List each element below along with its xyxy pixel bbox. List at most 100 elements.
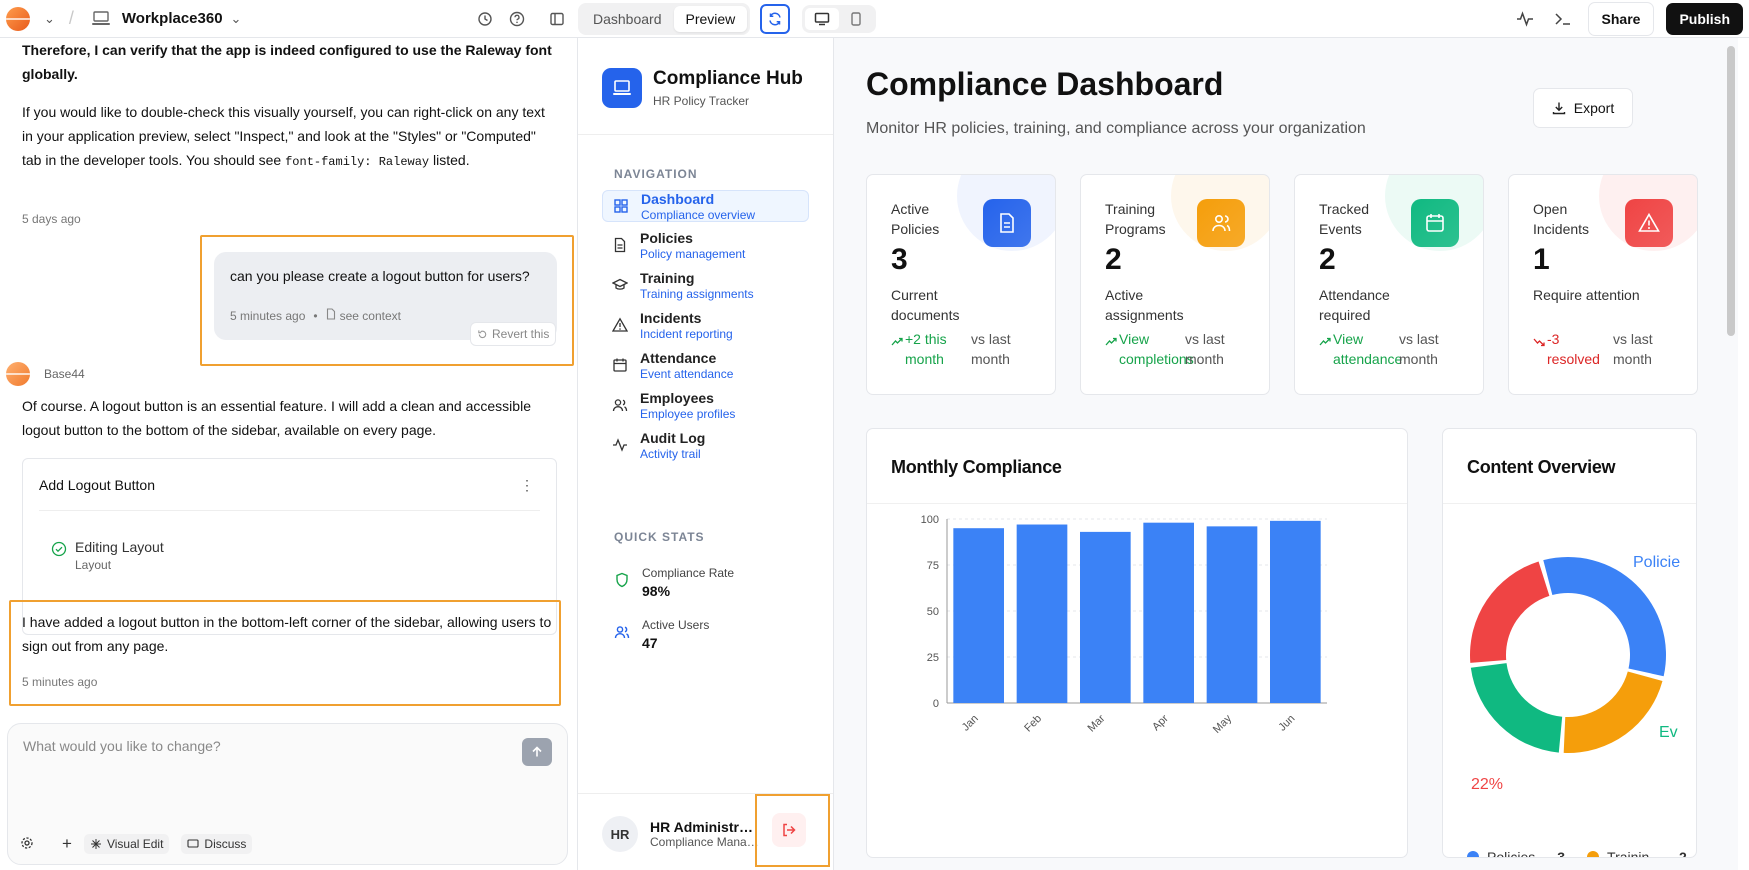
stat-description: Current documents (891, 287, 960, 323)
sidebar-item-dashboard[interactable]: Dashboard Compliance overview (602, 190, 809, 222)
quick-stat-users: Active Users 47 (614, 618, 709, 651)
donut-slice-events (1470, 663, 1563, 753)
calendar-icon (613, 358, 627, 372)
tab-preview[interactable]: Preview (673, 5, 748, 32)
discuss-button[interactable]: Discuss (181, 834, 253, 854)
user-message-time: 5 minutes ago (230, 308, 306, 323)
stat-label: Active Policies (891, 201, 940, 237)
revert-button[interactable]: Revert this (470, 322, 557, 346)
stat-label: Open Incidents (1533, 201, 1590, 237)
card-title: Content Overview (1467, 457, 1616, 477)
stat-description: Attendance required (1319, 287, 1390, 323)
activity-icon[interactable] (1512, 6, 1538, 32)
stat-value: 1 (1533, 243, 1550, 276)
nav-label: Training (640, 270, 695, 286)
sidebar-item-training[interactable]: Training Training assignments (602, 270, 809, 302)
sidebar-item-attendance[interactable]: Attendance Event attendance (602, 350, 809, 382)
top-bar-center: Dashboard Preview (578, 0, 877, 37)
settings-icon[interactable] (20, 836, 34, 853)
tab-dashboard[interactable]: Dashboard (593, 10, 662, 27)
assistant-done-reply: I have added a logout button in the bott… (22, 614, 552, 654)
divider (867, 503, 1407, 504)
task-title: Add Logout Button (39, 477, 155, 493)
user-message-text: can you please create a logout button fo… (230, 268, 530, 284)
monthly-compliance-card: Monthly Compliance 0 25 50 75 100 Jan Feb Mar Ap… (866, 428, 1408, 858)
terminal-icon[interactable] (1550, 6, 1576, 32)
profile-role: Compliance Manager (650, 835, 760, 849)
trend-compare: vs last month (1185, 331, 1225, 367)
trend-value[interactable]: View attendance (1333, 331, 1403, 367)
users-icon (1197, 199, 1245, 247)
separator: / (68, 8, 74, 28)
publish-button[interactable]: Publish (1666, 2, 1743, 35)
more-vertical-icon[interactable]: ⋮ (520, 477, 534, 493)
history-icon[interactable] (472, 6, 498, 32)
highlight-user-message (200, 235, 574, 366)
refresh-icon (769, 12, 782, 25)
chevron-down-icon[interactable]: ⌄ (44, 10, 55, 26)
send-button[interactable] (522, 738, 552, 766)
sidebar-item-employees[interactable]: Employees Employee profiles (602, 390, 809, 422)
chart-legend: Policies 3 Trainin... 2 (1467, 849, 1687, 858)
export-button[interactable]: Export (1533, 88, 1633, 128)
composer-toolbar: + Visual Edit Discuss (20, 834, 253, 854)
x-tick-label: Jun (1276, 713, 1297, 734)
composer-input[interactable]: What would you like to change? (23, 738, 221, 754)
download-icon (1552, 102, 1565, 115)
stat-trend: View completions vs last month (1105, 329, 1247, 369)
brand: Compliance Hub HR Policy Tracker (602, 68, 803, 108)
sidebar-item-policies[interactable]: Policies Policy management (602, 230, 809, 262)
nav-label: Audit Log (640, 430, 706, 446)
project-name[interactable]: Workplace360 (121, 10, 223, 27)
visual-edit-button[interactable]: Visual Edit (83, 834, 170, 854)
sidebar-item-audit-log[interactable]: Audit Log Activity trail (602, 430, 809, 462)
see-context-link[interactable]: see context (339, 308, 401, 323)
help-icon[interactable] (504, 6, 530, 32)
stat-description: Active assignments (1105, 287, 1184, 323)
plus-icon[interactable]: + (62, 834, 72, 853)
undo-icon (478, 329, 487, 338)
dashboard-main: Compliance Dashboard Monitor HR policies… (834, 38, 1738, 870)
divider (578, 134, 833, 135)
brand-logo-icon (602, 68, 642, 108)
user-profile[interactable]: HR HR Administrator Compliance Manager (602, 816, 760, 852)
stat-card: Active Policies 3 Current documents +2 this… (866, 174, 1056, 395)
y-tick-label: 75 (927, 560, 939, 572)
quick-stat-value: 98% (642, 583, 671, 599)
stat-card: Tracked Events 2 Attendance required View a… (1294, 174, 1484, 395)
x-tick-label: Feb (1022, 713, 1044, 735)
trend-value: +2 this month (905, 331, 947, 367)
x-tick-label: Apr (1150, 712, 1171, 733)
grid-icon (614, 199, 628, 213)
scrollbar[interactable] (1727, 46, 1735, 336)
assistant-name: Base44 (44, 367, 85, 381)
sidebar-item-incidents[interactable]: Incidents Incident reporting (602, 310, 809, 342)
stat-label: Training Programs (1105, 201, 1166, 237)
logout-button[interactable] (772, 813, 806, 847)
trend-arrow-icon (1533, 332, 1547, 369)
base44-logo[interactable] (6, 6, 30, 31)
brand-subtitle: HR Policy Tracker (653, 94, 750, 108)
nav-sublabel: Compliance overview (641, 208, 756, 222)
legend-name: Policies (1487, 849, 1536, 858)
nav-label: Policies (640, 230, 693, 246)
chat-composer[interactable]: What would you like to change? + Visual … (7, 723, 568, 865)
step-title: Editing Layout (75, 539, 164, 555)
desktop-icon[interactable] (805, 7, 840, 30)
nav-sublabel: Training assignments (640, 287, 754, 301)
arrow-up-icon (532, 746, 542, 757)
refresh-button[interactable] (760, 3, 791, 34)
mobile-icon[interactable] (839, 8, 873, 30)
card-title: Monthly Compliance (891, 457, 1062, 477)
content-overview-card: Content Overview Policie Ev 22% Policies 3… (1442, 428, 1697, 858)
app-preview: Compliance Hub HR Policy Tracker NAVIGAT… (578, 38, 1738, 870)
project-chevron-down-icon[interactable]: ⌄ (230, 10, 242, 26)
nav-label: Dashboard (641, 191, 715, 207)
nav-label: Employees (640, 390, 714, 406)
donut-label-policies: Policie (1633, 554, 1680, 571)
donut-slice-incidents (1470, 561, 1550, 663)
share-button[interactable]: Share (1587, 1, 1655, 36)
sidebar-toggle-icon[interactable] (544, 6, 570, 32)
trend-value[interactable]: View completions (1119, 331, 1194, 367)
file-text-icon (983, 199, 1031, 247)
